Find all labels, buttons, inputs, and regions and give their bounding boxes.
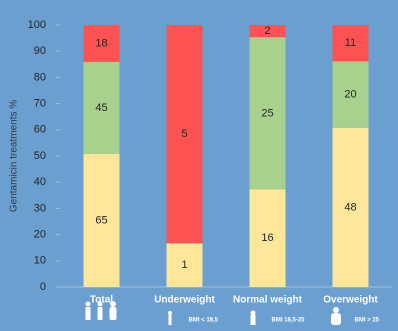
bmi-label: BMI < 18,5 xyxy=(189,318,219,324)
data-label: 2 xyxy=(264,25,270,37)
data-label: 25 xyxy=(261,107,273,119)
y-tick-label: 90 xyxy=(34,45,46,57)
data-label: 20 xyxy=(344,89,356,101)
x-tick-label: Overweight xyxy=(323,295,378,306)
data-label: 48 xyxy=(344,201,356,213)
bar-segment xyxy=(332,61,369,128)
bmi-label: BMI 18,5-25 xyxy=(272,318,306,324)
y-tick-label: 80 xyxy=(34,71,46,83)
x-tick-label: Total xyxy=(90,295,113,306)
data-label: 18 xyxy=(95,37,107,49)
data-label: 1 xyxy=(181,259,187,271)
bar-segment xyxy=(83,153,120,287)
y-tick-label: 0 xyxy=(40,281,46,293)
y-tick-label: 10 xyxy=(34,255,46,267)
y-tick-label: 30 xyxy=(34,202,46,214)
y-tick-label: 70 xyxy=(34,98,46,110)
x-tick-label: Underweight xyxy=(154,295,215,306)
bar-segment xyxy=(249,189,286,287)
y-tick-label: 50 xyxy=(34,150,46,162)
y-tick-label: 60 xyxy=(34,124,46,136)
y-tick-label: 40 xyxy=(34,176,46,188)
bar-segment xyxy=(249,37,286,190)
person-icons xyxy=(85,301,341,325)
data-label: 11 xyxy=(345,37,356,49)
bar-segment xyxy=(83,25,120,62)
bar-segment xyxy=(166,25,203,244)
bmi-label: BMI > 25 xyxy=(355,318,380,324)
y-axis-label: Gentamicin treatments % xyxy=(9,100,20,212)
bar-segment xyxy=(332,25,369,62)
bar-segment xyxy=(249,25,286,38)
bar-segment xyxy=(83,61,120,154)
data-label: 65 xyxy=(95,214,107,226)
data-label: 45 xyxy=(95,102,107,114)
bar-segment xyxy=(166,243,203,287)
y-tick-label: 100 xyxy=(28,19,46,31)
data-label: 5 xyxy=(181,128,187,140)
data-label: 16 xyxy=(261,232,273,244)
x-tick-label: Normal weight xyxy=(233,295,303,306)
bar-segment xyxy=(332,127,369,288)
y-tick-label: 20 xyxy=(34,229,46,241)
